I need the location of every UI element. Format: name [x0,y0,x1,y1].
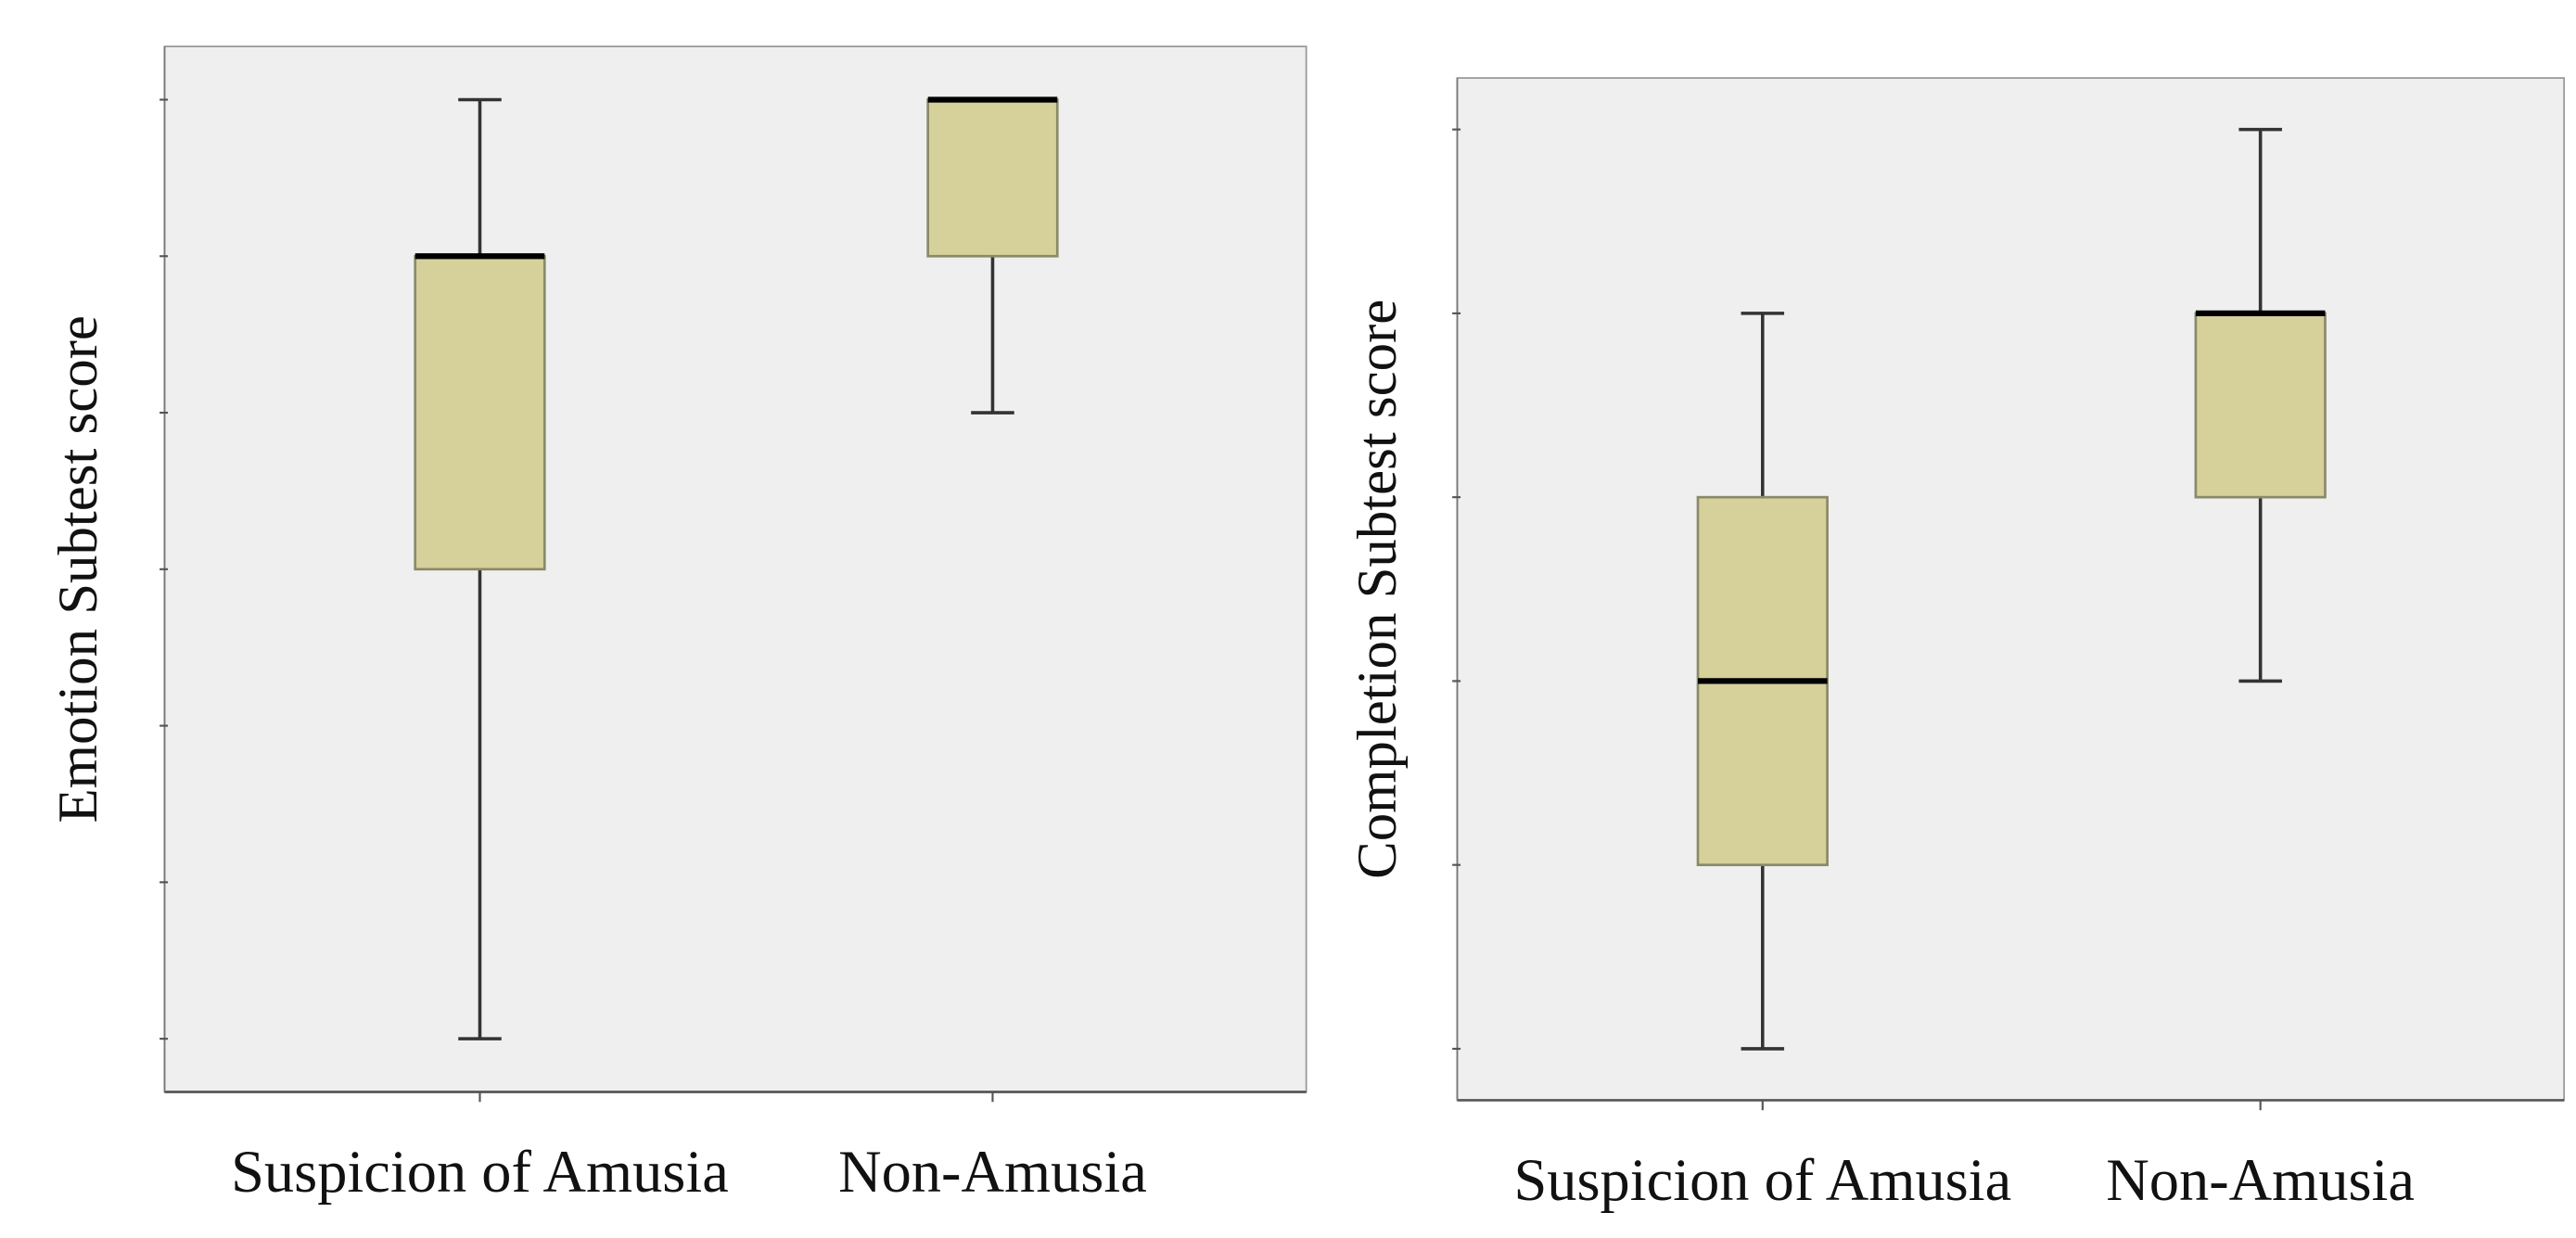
box [926,98,1059,258]
box-plot [2194,127,2327,683]
x-tick-label: Non-Amusia [838,1139,1147,1205]
plot-area [1456,77,2566,1102]
box-plot [926,96,1059,415]
box [414,254,546,571]
y-axis-label: Emotion Subtest score [47,315,109,823]
box-plot [1696,312,1829,1051]
plot-area [163,45,1307,1093]
x-tick-label: Suspicion of Amusia [1513,1147,2011,1213]
x-tick-label: Non-Amusia [2106,1147,2415,1213]
x-tick-label: Suspicion of Amusia [231,1139,729,1205]
box-plot [414,97,546,1040]
box [2194,312,2327,499]
y-axis-label: Completion Subtest score [1346,300,1409,879]
